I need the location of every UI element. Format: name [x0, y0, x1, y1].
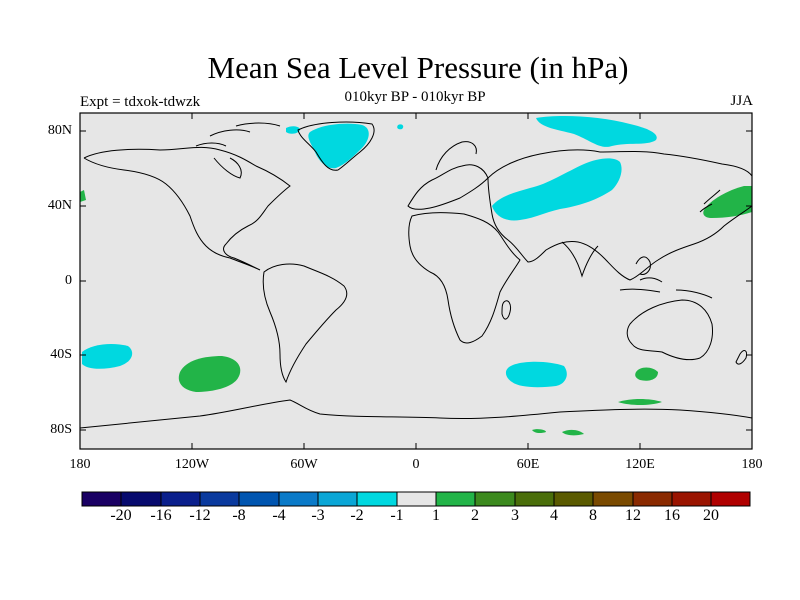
- colorbar-label: -1: [390, 507, 404, 524]
- coast-new-zealand: [735, 350, 747, 365]
- lat-label: 40N: [47, 198, 72, 213]
- colorbar-box: [710, 491, 751, 507]
- experiment-label: Expt = tdxok-tdwzk: [80, 94, 201, 110]
- colorbar-box: [238, 491, 280, 507]
- anomaly-antarctic-2: [562, 429, 584, 436]
- colorbar-label: -3: [311, 507, 325, 524]
- lat-label: 80S: [50, 422, 72, 437]
- anomaly-east-edge: [80, 190, 86, 202]
- colorbar-label: 20: [703, 507, 719, 524]
- lon-ticks: [79, 113, 753, 449]
- coast-indonesia: [619, 256, 713, 299]
- colorbar-box: [396, 491, 437, 507]
- coast-scandinavia: [435, 141, 477, 171]
- coast-north-america: [83, 146, 291, 271]
- colorbar-label: -12: [189, 507, 211, 524]
- colorbar-box: [278, 491, 319, 507]
- colorbar-box: [199, 491, 240, 507]
- colorbar-box: [592, 491, 634, 507]
- coast-arctic-islands: [195, 122, 281, 147]
- colorbar-box: [356, 491, 398, 507]
- anomaly-antarctic-1: [618, 399, 662, 405]
- lon-label: 0: [412, 457, 420, 472]
- colorbar-box: [553, 491, 594, 507]
- coast-australia: [626, 299, 713, 361]
- lat-ticks: [80, 130, 752, 431]
- colorbar-box: [632, 491, 673, 507]
- colorbar-box: [81, 491, 122, 507]
- chart-title: Mean Sea Level Pressure (in hPa): [207, 50, 629, 85]
- lat-label: 0: [65, 273, 72, 288]
- map-background: [80, 113, 752, 449]
- colorbar-label: 4: [550, 507, 558, 524]
- colorbar-box: [120, 491, 162, 507]
- colorbar-label: 12: [625, 507, 641, 524]
- colorbar-label: -4: [272, 507, 286, 524]
- anomaly-southeast-pacific: [178, 356, 241, 392]
- colorbar-label: 1: [432, 507, 440, 524]
- anomaly-south-pacific: [82, 344, 133, 369]
- colorbar: [81, 491, 751, 507]
- colorbar-label: -8: [232, 507, 246, 524]
- colorbar-box: [671, 491, 712, 507]
- chart-subtitle: 010kyr BP - 010kyr BP: [344, 89, 486, 105]
- lon-label: 180: [741, 457, 763, 472]
- coast-south-america: [262, 263, 348, 384]
- anomaly-central-asia: [492, 158, 622, 221]
- colorbar-label: 16: [664, 507, 680, 524]
- lat-label: 40S: [50, 347, 72, 362]
- colorbar-label: -16: [150, 507, 172, 524]
- colorbar-label: 8: [589, 507, 597, 524]
- coast-japan: [699, 189, 721, 213]
- coast-india: [561, 241, 599, 278]
- coast-antarctica: [79, 399, 753, 429]
- colorbar-box: [160, 491, 201, 507]
- negative-anomaly-regions: [82, 116, 657, 388]
- lon-label: 60E: [516, 457, 540, 472]
- colorbar-box: [435, 491, 476, 507]
- lon-label: 60W: [290, 457, 318, 472]
- lon-label: 120E: [625, 457, 655, 472]
- anomaly-tasman: [635, 367, 658, 381]
- coastlines: [79, 121, 753, 429]
- lon-label: 120W: [174, 457, 210, 472]
- anomaly-north-pacific: [703, 186, 752, 218]
- colorbar-label: 3: [511, 507, 519, 524]
- colorbar-label: 2: [471, 507, 479, 524]
- colorbar-label: -20: [110, 507, 132, 524]
- lat-label: 80N: [47, 123, 72, 138]
- colorbar-label: -2: [350, 507, 364, 524]
- lon-label: 180: [69, 457, 91, 472]
- colorbar-box: [317, 491, 358, 507]
- season-label: JJA: [730, 93, 753, 109]
- anomaly-iceland-spot: [397, 124, 404, 130]
- anomaly-greenland-small: [286, 126, 300, 134]
- positive-anomaly-regions: [80, 186, 752, 436]
- colorbar-box: [514, 491, 555, 507]
- anomaly-antarctic-3: [532, 429, 546, 434]
- anomaly-south-indian: [505, 361, 567, 388]
- colorbar-box: [474, 491, 516, 507]
- anomaly-greenland: [308, 123, 369, 169]
- coast-greenland: [297, 121, 375, 171]
- anomaly-siberia: [536, 116, 657, 147]
- coast-madagascar: [501, 300, 511, 320]
- coast-hudson: [213, 157, 242, 179]
- coast-asia: [487, 149, 753, 281]
- coast-africa: [408, 212, 521, 344]
